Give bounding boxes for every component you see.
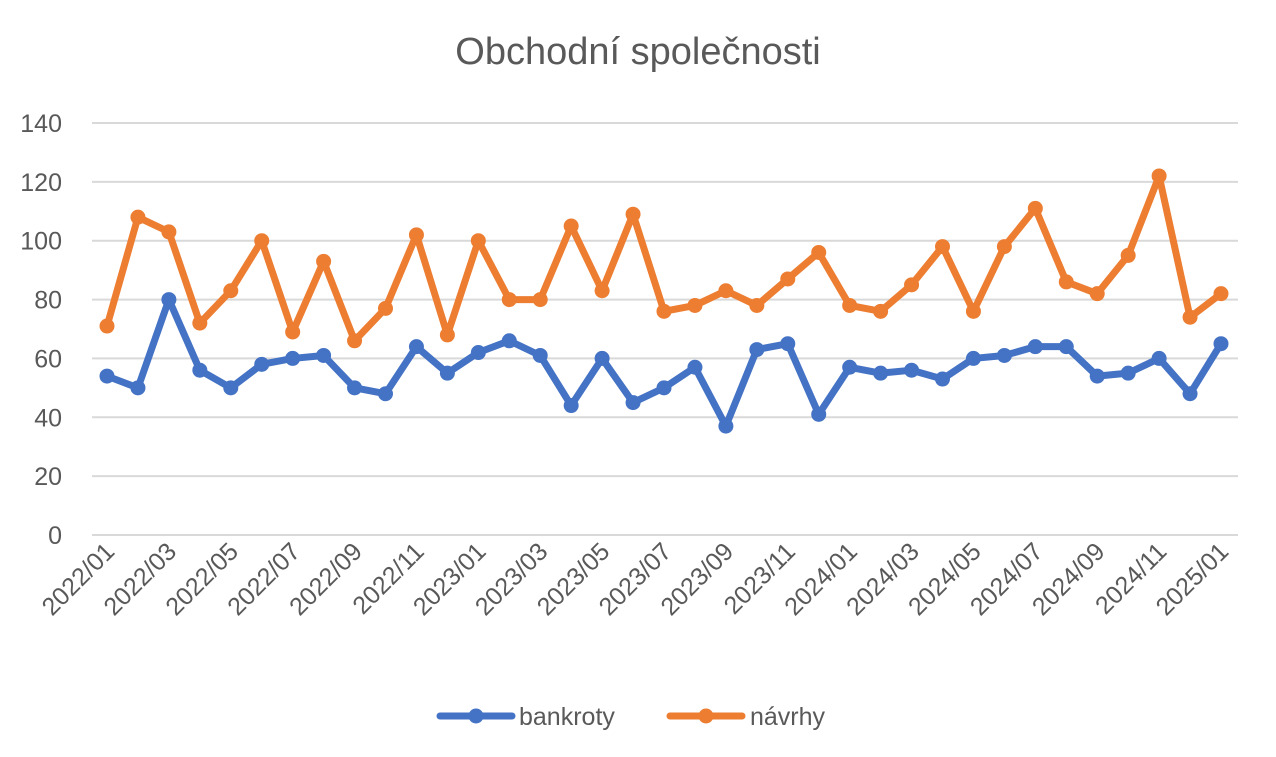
data-point [1089,286,1105,302]
data-point [532,292,548,308]
data-point [192,315,208,331]
data-point [687,359,703,375]
data-point [811,244,827,260]
chart-title: Obchodní společnosti [455,31,820,73]
data-point [656,303,672,319]
data-point [285,324,301,340]
data-point [470,345,486,361]
y-axis-ticks: 0 20 40 60 80 100 120 140 [20,110,62,550]
data-point [1182,309,1198,325]
gridlines [92,122,1238,536]
y-tick-label: 20 [34,463,62,491]
series-bankroty [99,292,1229,434]
data-point [130,209,146,225]
data-point [718,283,734,299]
legend-item-bankroty: bankroty [436,703,615,731]
data-point [873,303,889,319]
data-point [408,227,424,243]
data-point [161,292,177,308]
data-point [563,398,579,414]
data-point [749,342,765,358]
data-point [1089,368,1105,384]
data-point [285,350,301,366]
data-point [378,386,393,402]
data-point [811,406,827,422]
data-point [1151,168,1167,184]
data-point [965,303,981,319]
data-point [1213,286,1229,302]
data-point [254,356,270,372]
data-point [316,253,332,269]
data-point [965,350,981,366]
data-point [625,395,641,411]
data-point [378,300,393,316]
data-point [996,347,1012,363]
data-point [594,350,610,366]
data-point [130,380,146,396]
data-point [1027,200,1043,216]
data-point [563,218,579,234]
data-point [532,347,548,363]
data-point [99,368,115,384]
data-point [161,224,177,240]
legend-label: návrhy [750,703,826,731]
series-group [99,168,1229,434]
y-tick-label: 140 [20,110,62,138]
data-point [1058,339,1074,355]
y-tick-label: 100 [20,228,62,256]
data-point [625,206,641,222]
data-point [935,239,950,255]
data-point [1120,365,1136,381]
y-tick-label: 120 [20,169,62,197]
legend-label: bankroty [519,703,615,731]
y-tick-label: 80 [34,287,62,315]
data-point [718,418,734,434]
data-point [347,333,363,349]
data-point [904,362,920,378]
legend-marker [468,708,484,724]
data-point [594,283,610,299]
data-point [996,239,1012,255]
data-point [501,292,517,308]
data-point [439,365,455,381]
y-tick-label: 0 [48,522,62,550]
series-návrhy [99,168,1229,349]
data-point [1027,339,1043,355]
data-point [842,297,858,313]
data-point [1120,247,1136,263]
data-point [656,380,672,396]
data-point [470,233,486,249]
data-point [780,336,796,352]
data-point [842,359,858,375]
legend: bankroty návrhy [436,703,826,731]
data-point [192,362,208,378]
data-point [254,233,270,249]
x-axis-ticks: 2022/012022/032022/052022/072022/092022/… [37,537,1235,621]
data-point [1182,386,1198,402]
data-point [687,297,703,313]
data-point [439,327,455,343]
legend-item-návrhy: návrhy [666,703,826,731]
data-point [1213,336,1229,352]
data-point [501,333,517,349]
data-point [780,271,796,287]
y-tick-label: 40 [34,404,62,432]
y-tick-label: 60 [34,345,62,373]
data-point [1058,274,1074,290]
data-point [1151,350,1167,366]
data-point [99,318,115,334]
data-point [347,380,363,396]
data-point [223,283,239,299]
data-point [935,371,950,387]
data-point [904,277,920,293]
data-point [408,339,424,355]
data-point [873,365,889,381]
legend-marker [698,708,714,724]
data-point [316,347,332,363]
data-point [223,380,239,396]
data-point [749,297,765,313]
